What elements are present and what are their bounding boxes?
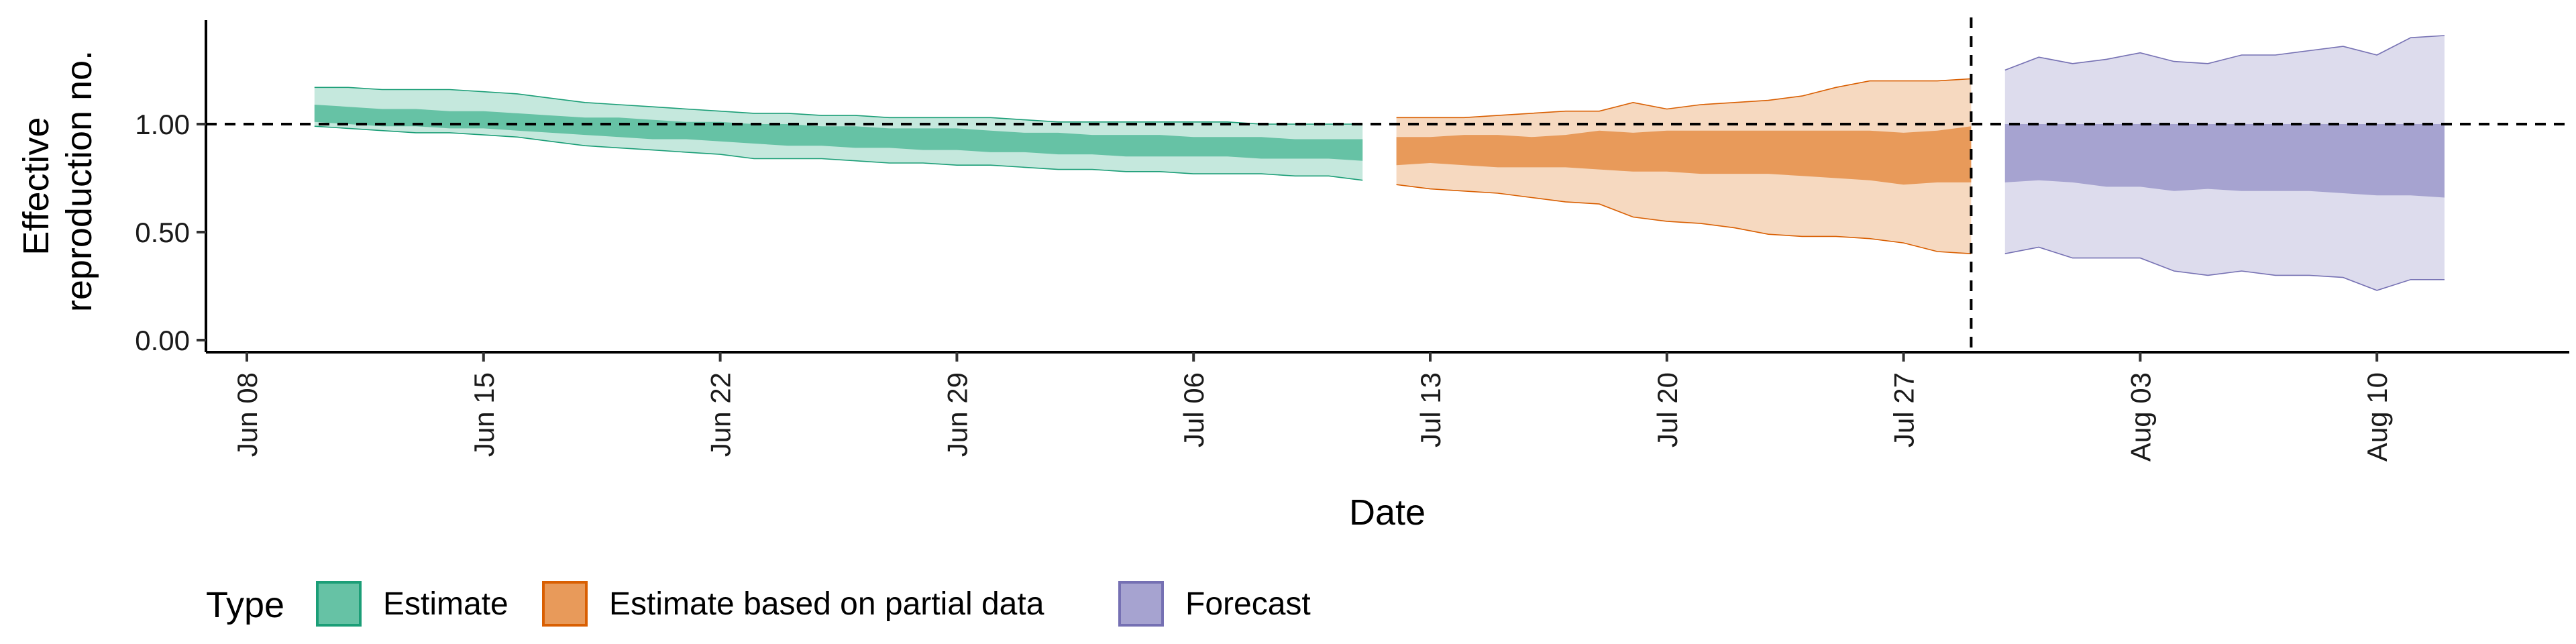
legend-title: Type	[206, 585, 284, 625]
ribbon-layer	[314, 35, 2445, 291]
y-axis-title-line-1: Effective	[16, 117, 56, 255]
y-tick-label: 0.00	[135, 325, 190, 356]
upper-90-line-estimate-based-on-partial-data	[1396, 78, 1972, 119]
ribbon-50-estimate-based-on-partial-data	[1396, 126, 1972, 185]
x-tick-label: Jul 20	[1652, 372, 1683, 447]
lower-90-line-estimate	[314, 125, 1363, 181]
legend-key-estimate-based-on-partial-data	[542, 581, 588, 627]
x-tick-label: Jul 06	[1178, 372, 1210, 447]
ribbon-50-forecast	[2004, 124, 2445, 198]
y-tick-label: 0.50	[135, 217, 190, 248]
x-tick-label: Jun 29	[941, 372, 973, 457]
legend-label-forecast: Forecast	[1185, 586, 1311, 622]
x-tick-label: Jun 08	[231, 372, 263, 457]
legend-key-estimate	[316, 581, 362, 627]
x-axis-title: Date	[1349, 492, 1426, 533]
axes	[205, 20, 2569, 354]
y-axis-title-line-2: reproduction no.	[59, 50, 99, 312]
lower-90-line-forecast	[2004, 246, 2445, 291]
legend: Type Estimate Estimate based on partial d…	[206, 581, 1311, 627]
x-tick-label: Jun 15	[468, 372, 500, 457]
legend-label-estimate: Estimate	[383, 586, 508, 622]
legend-key-forecast	[1118, 581, 1164, 627]
upper-90-line-estimate	[314, 87, 1363, 125]
x-tick-label: Aug 10	[2361, 372, 2393, 462]
ribbon-50-estimate	[314, 105, 1363, 161]
lower-90-line-estimate-based-on-partial-data	[1396, 184, 1972, 254]
x-tick-label: Jul 13	[1415, 372, 1446, 447]
upper-90-line-forecast	[2004, 35, 2445, 71]
x-tick-label: Aug 03	[2125, 372, 2156, 462]
legend-label-estimate-based-on-partial-data: Estimate based on partial data	[609, 586, 1044, 622]
x-tick-label: Jul 27	[1888, 372, 1920, 447]
x-ticks: Jun 08 Jun 15 Jun 22 Jun 29 Jul 06 Jul 13 Jul …	[231, 352, 2393, 462]
y-axis-title: Effective reproduction no.	[16, 50, 99, 312]
y-tick-label: 1.00	[135, 109, 190, 140]
x-tick-label: Jun 22	[705, 372, 737, 457]
y-ticks: 0.00 0.50 1.00	[135, 109, 206, 356]
